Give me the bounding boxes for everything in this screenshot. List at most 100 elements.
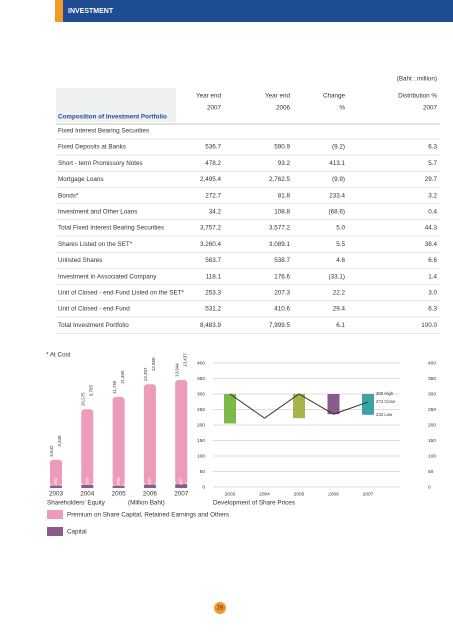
legend-swatch [47,527,63,536]
cell-value: 108.8 [274,208,290,215]
y-tick-label: 150 [197,438,205,444]
column-header: 2007 [423,105,438,112]
cell-value: 531.2 [205,306,221,313]
cell-value: 8,483.9 [200,322,222,329]
y2-tick-label: 50 [428,469,434,475]
data-label: 390 [84,477,89,485]
cell-value: 3,089.1 [269,241,291,248]
x-tick-label: 2006 [143,491,158,498]
y2-tick-label: 400 [428,360,436,366]
y2-tick-label: 0 [428,484,431,490]
cell-value: 3.0 [428,289,437,296]
cell-value: 2,762.5 [269,176,291,183]
x-tick-label: 2004 [259,491,270,497]
cell-value: 29.7 [425,176,438,183]
y-tick-label: 350 [197,376,205,382]
x-tick-label: 2003 [225,491,236,497]
cell-value: 34.2 [209,208,222,215]
cell-value: 100.0 [421,322,437,329]
cell-value: 6.3 [428,144,437,151]
x-tick-label: 2003 [49,491,64,498]
footnote: * At Cost [46,352,71,359]
cell-value: 3.2 [428,192,437,199]
y-tick-label: 400 [197,360,205,366]
row-label: Fixed Deposits at Banks [58,144,126,151]
column-header: Change [323,93,346,100]
cell-value: 478.2 [205,160,221,167]
cell-value: 6.3 [428,306,437,313]
cell-value: 4.6 [336,257,345,264]
table-header-shade [56,88,176,122]
cell-value: 38.4 [425,241,438,248]
x-tick-label: 2005 [112,491,127,498]
close-line [229,393,369,419]
cell-value: (9.9) [332,176,345,183]
cell-value: 5.7 [428,160,437,167]
data-label: 13,437 [182,353,187,367]
page-number-badge [214,602,226,614]
x-tick-label: 2005 [294,491,305,497]
y-tick-label: 300 [197,391,205,397]
row-label: Short - term Promissory Notes [58,160,143,167]
bar-segment [112,485,125,488]
data-label: 437 [147,477,152,485]
cell-value: 81.8 [278,192,291,199]
legend-label: Capital [67,529,87,536]
y2-tick-label: 350 [428,376,436,382]
range-bar [362,394,374,415]
cell-value: 118.1 [206,273,222,280]
row-label: Total Fixed Interest Bearing Securities [58,225,164,232]
section-label: Fixed Interest Bearing Securities [58,128,149,135]
bar-segment [175,380,188,485]
bar-segment [50,459,62,486]
cell-value: (33.1) [329,273,345,280]
total-label: 3,642 [49,445,54,457]
cell-value: 2,495.4 [200,176,222,183]
cell-value: 590.9 [274,144,290,151]
table-title: Composition of Investment Portfolio [58,114,167,121]
cell-value: (9.2) [332,144,345,151]
cell-value: 5.0 [336,225,345,232]
annotation: 300 High [376,391,394,396]
x-tick-label: 2007 [363,491,374,497]
header-accent [55,0,63,22]
cell-value: 0.4 [428,208,437,215]
cell-value: 93.2 [278,160,291,167]
cell-value: 7,999.5 [269,322,291,329]
cell-value: 44.3 [425,225,438,232]
y-tick-label: 0 [202,484,205,490]
cell-value: 536.7 [205,144,221,151]
legend-swatch [47,510,63,519]
y-tick-label: 100 [197,453,205,459]
cell-value: 413.1 [329,160,345,167]
column-header: 2007 [207,105,222,112]
row-label: Unit of Closed - end Fund Listed on the … [58,289,185,296]
bar-segment [81,484,94,488]
header-title: INVESTMENT [68,8,114,15]
cell-value: 3,757.2 [200,225,222,232]
data-label: 290 [116,477,121,485]
data-label: 302 [53,477,58,485]
cell-value: 253.3 [205,289,221,296]
bar-segment [81,409,94,485]
cell-value: 3,260.4 [200,241,222,248]
cell-value: 563.7 [205,257,221,264]
chart-subtitle: (Million Baht) [128,500,165,507]
chart-title: Shareholders' Equity [47,500,106,507]
cell-value: 207.3 [274,289,290,296]
column-header: Year end [265,93,290,100]
data-label: 3,340 [57,435,62,447]
bar-segment [175,484,188,488]
cell-value: (68.6) [329,208,345,215]
bar-segment [143,384,156,485]
bar-segment [112,396,125,486]
row-label: Investment in Associated Company [58,273,157,280]
x-tick-label: 2006 [328,491,339,497]
data-label: 9,785 [88,384,93,396]
y-tick-label: 250 [197,407,205,413]
total-label: 10,175 [80,392,85,406]
column-header: % [339,105,345,112]
row-label: Unit of Closed - end Fund [58,306,130,313]
bar-segment [50,485,62,488]
page-number: 28 [217,606,224,612]
